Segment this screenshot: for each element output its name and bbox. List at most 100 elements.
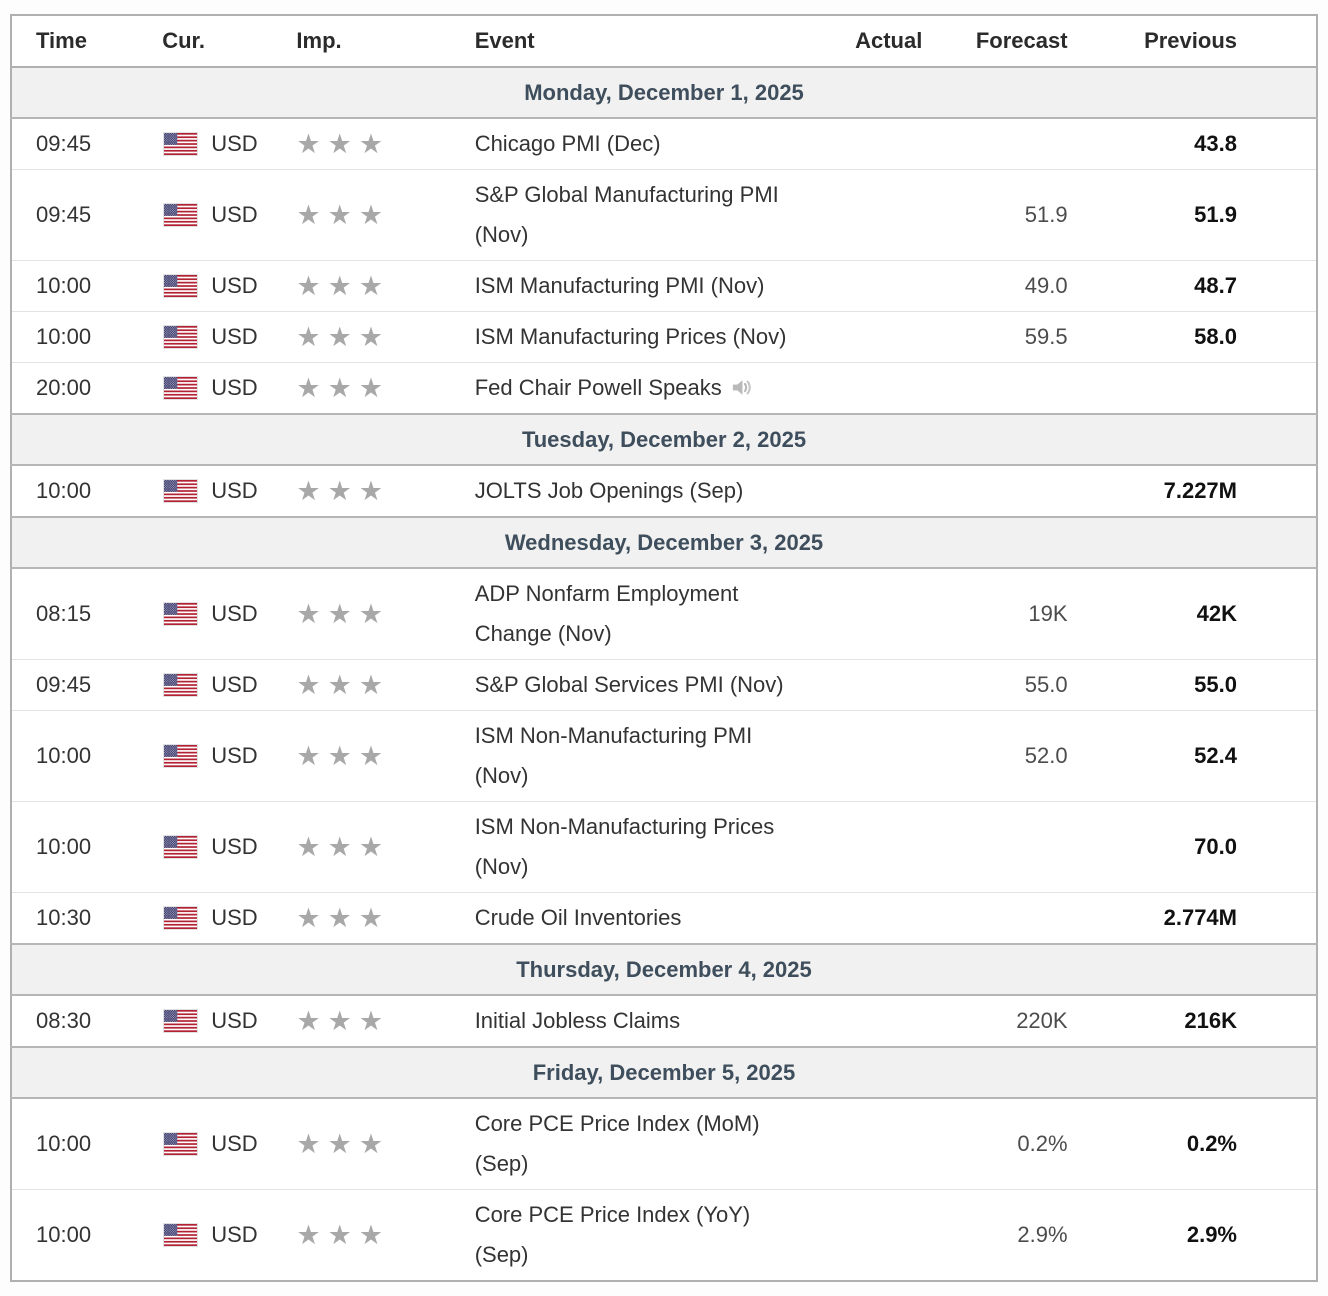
previous-value: 0.2%: [1067, 1097, 1317, 1190]
event-row[interactable]: 10:00 USD ★★★ Core PCE Price Index (MoM)…: [11, 1097, 1317, 1190]
event-row[interactable]: 08:30 USD ★★★ Initial Jobless Claims 220…: [11, 994, 1317, 1047]
event-name-link[interactable]: JOLTS Job Openings (Sep): [474, 478, 744, 503]
currency-code: USD: [211, 672, 258, 697]
importance-stars-icon: ★★★: [296, 372, 391, 403]
actual-value: [850, 801, 923, 893]
actual-value: [850, 311, 923, 363]
importance-stars-icon: ★★★: [296, 128, 391, 159]
time-cell: 10:00: [11, 710, 163, 802]
day-header-label: Wednesday, December 3, 2025: [504, 529, 824, 555]
previous-value: 7.227M: [1067, 464, 1317, 517]
forecast-value: 19K: [922, 567, 1068, 660]
col-header-previous: Previous: [1067, 15, 1317, 68]
importance-stars-icon: ★★★: [296, 321, 391, 352]
previous-value: 70.0: [1067, 801, 1317, 893]
event-name-link[interactable]: ISM Non-Manufacturing Prices (Nov): [474, 814, 775, 879]
previous-value: 42K: [1067, 567, 1317, 660]
forecast-value: 59.5: [922, 311, 1068, 363]
event-name-link[interactable]: Core PCE Price Index (YoY) (Sep): [474, 1202, 751, 1267]
time-cell: 10:00: [11, 464, 163, 517]
col-header-importance: Imp.: [296, 15, 475, 68]
importance-stars-icon: ★★★: [296, 598, 391, 629]
previous-value: 55.0: [1067, 659, 1317, 711]
time-cell: 09:45: [11, 169, 163, 261]
us-flag-icon: [164, 326, 198, 348]
us-flag-icon: [164, 1010, 198, 1032]
us-flag-icon: [164, 377, 198, 399]
us-flag-icon: [164, 674, 198, 696]
forecast-value: 49.0: [922, 260, 1068, 312]
currency-code: USD: [211, 478, 258, 503]
us-flag-icon: [164, 1133, 198, 1155]
currency-code: USD: [211, 1131, 258, 1156]
previous-value: 43.8: [1067, 117, 1317, 170]
forecast-value: 52.0: [922, 710, 1068, 802]
currency-code: USD: [211, 273, 258, 298]
economic-calendar: Time Cur. Imp. Event Actual Forecast Pre…: [10, 14, 1318, 1282]
actual-value: [850, 362, 923, 414]
us-flag-icon: [164, 133, 198, 155]
event-row[interactable]: 10:00 USD ★★★ ISM Manufacturing PMI (Nov…: [11, 260, 1317, 312]
us-flag-icon: [164, 836, 198, 858]
forecast-value: [922, 892, 1068, 944]
importance-stars-icon: ★★★: [296, 1128, 391, 1159]
actual-value: [850, 994, 923, 1047]
event-name-link[interactable]: ISM Manufacturing Prices (Nov): [474, 324, 787, 349]
forecast-value: [922, 362, 1068, 414]
time-cell: 08:30: [11, 994, 163, 1047]
day-header-label: Thursday, December 4, 2025: [516, 956, 812, 982]
event-row[interactable]: 10:00 USD ★★★ ISM Manufacturing Prices (…: [11, 311, 1317, 363]
event-row[interactable]: 20:00 USD ★★★ Fed Chair Powell Speaks: [11, 362, 1317, 414]
event-name-link[interactable]: ADP Nonfarm Employment Change (Nov): [474, 581, 739, 646]
actual-value: [850, 710, 923, 802]
event-row[interactable]: 10:30 USD ★★★ Crude Oil Inventories 2.77…: [11, 892, 1317, 944]
day-header-row: Thursday, December 4, 2025: [11, 943, 1317, 996]
time-cell: 09:45: [11, 117, 163, 170]
event-row[interactable]: 10:00 USD ★★★ ISM Non-Manufacturing Pric…: [11, 801, 1317, 893]
event-row[interactable]: 09:45 USD ★★★ Chicago PMI (Dec) 43.8: [11, 117, 1317, 170]
event-name-link[interactable]: Chicago PMI (Dec): [474, 131, 661, 156]
event-row[interactable]: 10:00 USD ★★★ Core PCE Price Index (YoY)…: [11, 1189, 1317, 1281]
event-name-link[interactable]: ISM Non-Manufacturing PMI (Nov): [474, 723, 753, 788]
event-name-link[interactable]: Core PCE Price Index (MoM) (Sep): [474, 1111, 760, 1176]
time-cell: 10:00: [11, 1097, 163, 1190]
importance-stars-icon: ★★★: [296, 740, 391, 771]
event-row[interactable]: 09:45 USD ★★★ S&P Global Manufacturing P…: [11, 169, 1317, 261]
day-header-row: Wednesday, December 3, 2025: [11, 516, 1317, 569]
column-header-row: Time Cur. Imp. Event Actual Forecast Pre…: [11, 15, 1317, 68]
col-header-forecast: Forecast: [922, 15, 1068, 68]
col-header-time: Time: [11, 15, 163, 68]
event-row[interactable]: 10:00 USD ★★★ JOLTS Job Openings (Sep) 7…: [11, 464, 1317, 517]
forecast-value: 0.2%: [922, 1097, 1068, 1190]
col-header-currency: Cur.: [162, 15, 297, 68]
currency-code: USD: [211, 834, 258, 859]
col-header-event: Event: [474, 15, 851, 68]
day-header-label: Tuesday, December 2, 2025: [521, 426, 807, 452]
us-flag-icon: [164, 1224, 198, 1246]
day-header-label: Friday, December 5, 2025: [532, 1059, 796, 1085]
previous-value: 216K: [1067, 994, 1317, 1047]
event-row[interactable]: 09:45 USD ★★★ S&P Global Services PMI (N…: [11, 659, 1317, 711]
importance-stars-icon: ★★★: [296, 669, 391, 700]
us-flag-icon: [164, 275, 198, 297]
previous-value: 2.774M: [1067, 892, 1317, 944]
forecast-value: [922, 801, 1068, 893]
event-name-link[interactable]: Crude Oil Inventories: [474, 905, 682, 930]
event-name-link[interactable]: S&P Global Manufacturing PMI (Nov): [474, 182, 779, 247]
importance-stars-icon: ★★★: [296, 199, 391, 230]
event-name-link[interactable]: Initial Jobless Claims: [474, 1008, 681, 1033]
time-cell: 08:15: [11, 567, 163, 660]
currency-code: USD: [211, 202, 258, 227]
event-name-link[interactable]: ISM Manufacturing PMI (Nov): [474, 273, 765, 298]
event-name-link[interactable]: Fed Chair Powell Speaks: [475, 368, 799, 408]
currency-code: USD: [211, 601, 258, 626]
importance-stars-icon: ★★★: [296, 1219, 391, 1250]
day-header-label: Monday, December 1, 2025: [524, 79, 804, 105]
event-name-link[interactable]: S&P Global Services PMI (Nov): [474, 672, 784, 697]
forecast-value: 51.9: [922, 169, 1068, 261]
event-row[interactable]: 08:15 USD ★★★ ADP Nonfarm Employment Cha…: [11, 567, 1317, 660]
actual-value: [850, 567, 923, 660]
currency-code: USD: [211, 1222, 258, 1247]
col-header-actual: Actual: [850, 15, 923, 68]
event-row[interactable]: 10:00 USD ★★★ ISM Non-Manufacturing PMI …: [11, 710, 1317, 802]
